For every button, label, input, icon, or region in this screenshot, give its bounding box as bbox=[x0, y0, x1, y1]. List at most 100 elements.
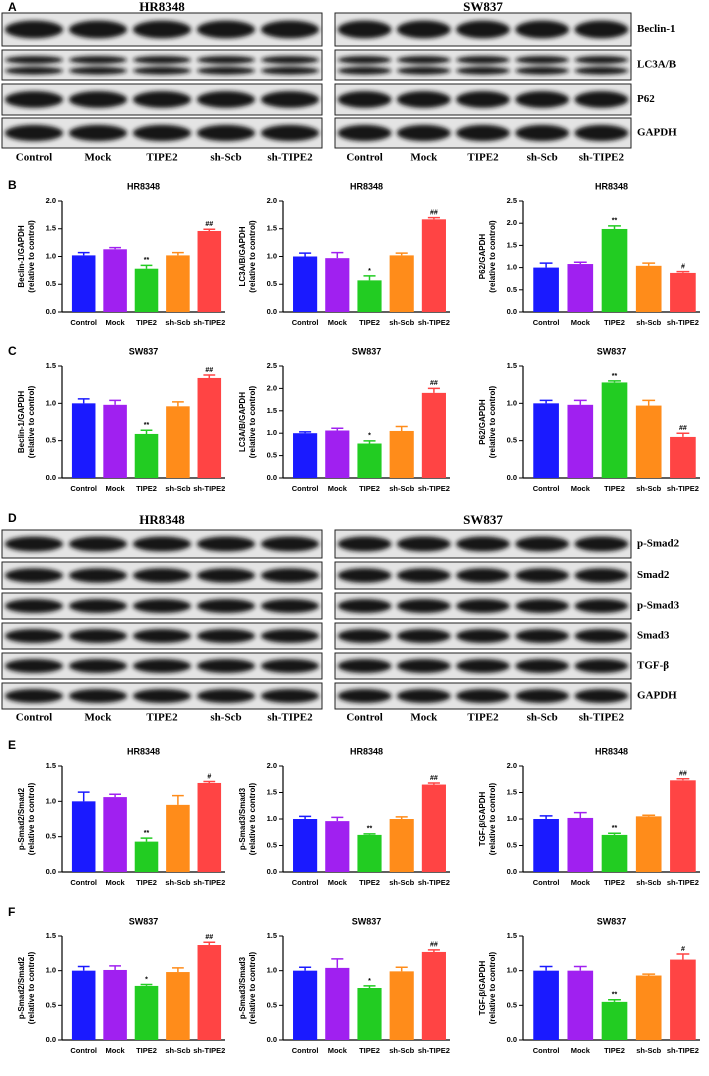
y-tick-label: 1.5 bbox=[46, 931, 56, 940]
blot-band bbox=[574, 658, 629, 674]
bar bbox=[197, 230, 222, 312]
blot-band bbox=[260, 688, 320, 704]
blot-band bbox=[515, 124, 570, 142]
protein-label: Smad2 bbox=[637, 569, 670, 581]
x-tick-label: sh-Scb bbox=[165, 1046, 190, 1055]
x-tick-label: sh-Scb bbox=[389, 484, 414, 493]
x-tick-label: TIPE2 bbox=[604, 1046, 625, 1055]
blot-band bbox=[196, 56, 256, 64]
significance-label: # bbox=[681, 263, 685, 270]
x-tick-label: Control bbox=[70, 1046, 97, 1055]
error-bar bbox=[299, 252, 312, 257]
error-bar bbox=[363, 985, 376, 988]
x-tick-label: Control bbox=[292, 878, 319, 887]
panel-label: C bbox=[8, 344, 17, 358]
protein-label: p-Smad2 bbox=[637, 538, 680, 550]
blot-band bbox=[132, 91, 192, 108]
y-tick-label: 2.0 bbox=[507, 218, 517, 227]
blot-band bbox=[196, 66, 256, 75]
y-tick-label: 0.0 bbox=[507, 473, 517, 482]
y-tick-label: 0.0 bbox=[46, 473, 56, 482]
chart-title: HR8348 bbox=[127, 181, 160, 191]
blot-band bbox=[68, 688, 128, 704]
y-tick-label: 2.0 bbox=[46, 196, 56, 205]
blot-band bbox=[196, 536, 256, 552]
error-bar bbox=[395, 966, 408, 972]
bar bbox=[134, 268, 159, 312]
bar bbox=[197, 945, 222, 1040]
blot-band bbox=[456, 688, 510, 704]
error-bar bbox=[77, 251, 90, 256]
y-tick-label: 1.5 bbox=[507, 931, 517, 940]
blot-band bbox=[68, 56, 128, 64]
blot-bands bbox=[337, 124, 629, 142]
blot-band bbox=[4, 56, 64, 64]
error-bar bbox=[363, 440, 376, 444]
blot-band bbox=[132, 124, 192, 142]
blot-band bbox=[68, 20, 128, 39]
x-tick-label: sh-Scb bbox=[165, 484, 190, 493]
significance-label: # bbox=[681, 946, 685, 953]
x-tick-label: Mock bbox=[328, 878, 348, 887]
y-tick-label: 1.5 bbox=[46, 224, 56, 233]
significance-label: ## bbox=[679, 425, 687, 432]
bar bbox=[293, 970, 318, 1040]
lane-label: sh-TIPE2 bbox=[579, 712, 625, 724]
x-tick-label: sh-TIPE2 bbox=[418, 484, 450, 493]
error-bar bbox=[539, 965, 553, 971]
y-tick-label: 2.5 bbox=[267, 361, 277, 370]
significance-label: * bbox=[368, 433, 371, 440]
significance-label: ## bbox=[430, 380, 438, 387]
blot-strip bbox=[1, 49, 323, 81]
blot-band bbox=[574, 91, 629, 108]
chart-title: SW837 bbox=[129, 916, 159, 926]
bar bbox=[421, 219, 446, 312]
x-tick-label: TIPE2 bbox=[136, 484, 157, 493]
y-axis-label: (relative to control) bbox=[27, 782, 36, 855]
bar bbox=[325, 258, 350, 312]
blot-band bbox=[337, 628, 392, 644]
bar bbox=[670, 959, 696, 1040]
y-tick-label: 1.0 bbox=[507, 263, 517, 272]
blot-band bbox=[260, 66, 320, 75]
blot-band bbox=[132, 568, 192, 583]
x-tick-label: sh-Scb bbox=[389, 878, 414, 887]
error-bar bbox=[77, 398, 90, 404]
blot-band bbox=[574, 56, 629, 64]
significance-label: ** bbox=[612, 218, 618, 225]
blot-band bbox=[196, 20, 256, 39]
blot-band bbox=[4, 568, 64, 583]
bar bbox=[567, 817, 594, 872]
lane-label: TIPE2 bbox=[467, 152, 499, 164]
chart-title: HR8348 bbox=[595, 181, 628, 191]
y-tick-label: 1.0 bbox=[267, 814, 277, 823]
blot-band bbox=[396, 536, 451, 552]
y-tick-label: 1.5 bbox=[267, 224, 277, 233]
error-bar bbox=[642, 399, 656, 406]
blot-bands bbox=[4, 658, 320, 674]
error-bar bbox=[608, 832, 621, 835]
bar bbox=[567, 264, 594, 312]
bar bbox=[134, 841, 159, 872]
panel-label: E bbox=[8, 738, 16, 752]
bar bbox=[103, 404, 127, 478]
y-tick-label: 1.0 bbox=[46, 398, 56, 407]
error-bar bbox=[172, 794, 184, 805]
y-axis-label: (relative to control) bbox=[248, 385, 257, 458]
y-tick-label: 0.5 bbox=[46, 1000, 56, 1009]
x-tick-label: TIPE2 bbox=[359, 318, 380, 327]
blot-bands bbox=[4, 91, 320, 108]
x-tick-label: sh-Scb bbox=[636, 1046, 661, 1055]
blot-band bbox=[4, 91, 64, 108]
blot-band bbox=[196, 598, 256, 614]
blot-band bbox=[515, 598, 570, 614]
blot-band bbox=[396, 20, 451, 39]
lane-label: TIPE2 bbox=[467, 712, 499, 724]
x-tick-label: TIPE2 bbox=[359, 878, 380, 887]
blot-band bbox=[132, 628, 192, 644]
x-tick-label: sh-TIPE2 bbox=[667, 484, 699, 493]
error-bar bbox=[77, 965, 90, 971]
blot-bands bbox=[337, 91, 629, 108]
chart-title: HR8348 bbox=[350, 181, 383, 191]
blot-band bbox=[4, 628, 64, 644]
